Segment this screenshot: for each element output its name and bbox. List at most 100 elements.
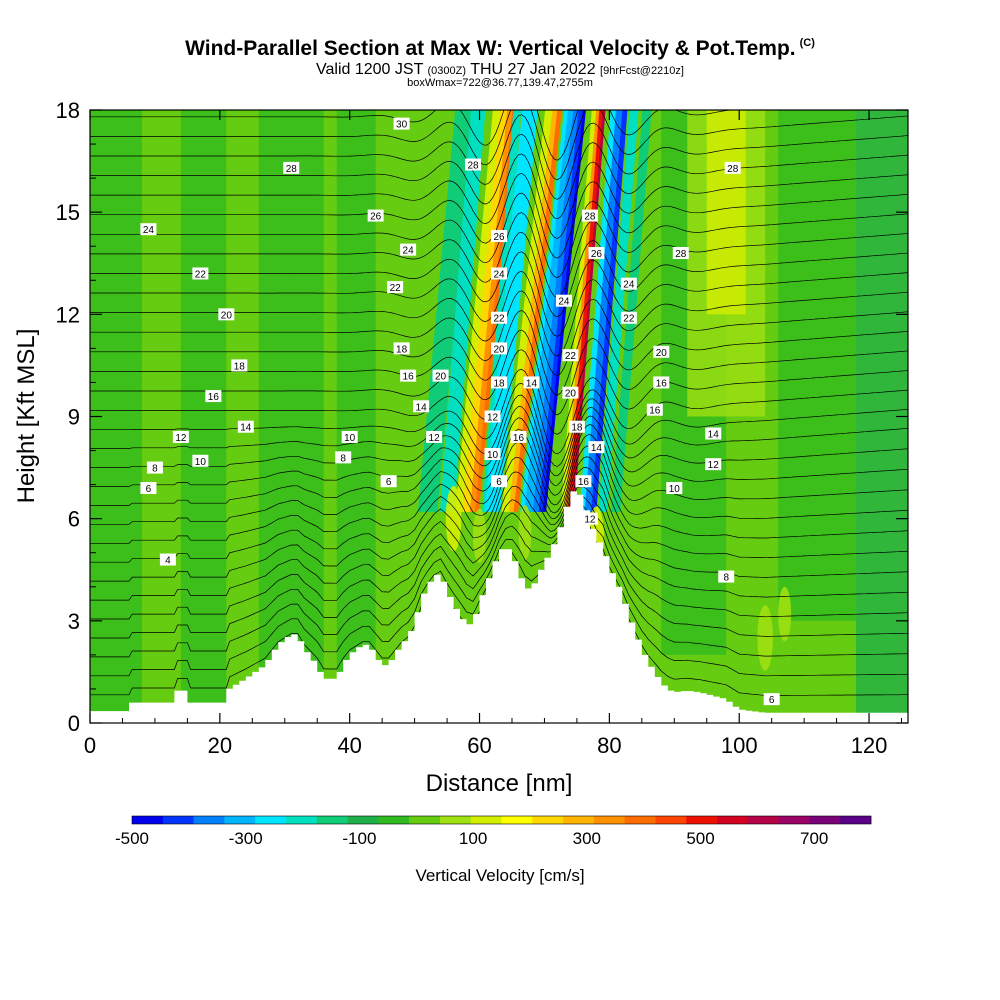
y-tick-label-0: 0 [68,711,80,736]
theta-label-bg-37 [562,386,579,399]
y-tick-label-1: 3 [68,609,80,634]
theta-label-text-55: 28 [727,164,739,175]
theta-label-text-54: 6 [769,695,775,706]
theta-label-21: 10 [341,430,358,444]
theta-label-17: 16 [400,369,417,383]
theta-label-text-46: 28 [675,249,687,260]
colorbar-label-6: 700 [800,829,828,848]
theta-label-bg-9 [140,482,157,495]
theta-label-text-3: 18 [234,361,246,372]
field-cell-1 [473,508,487,563]
colorbar-swatch-10 [439,816,472,824]
colorbar-label-4: 300 [573,829,601,848]
theta-label-text-7: 10 [195,457,207,468]
y-tick-label-6: 18 [56,98,80,123]
theta-label-text-43: 26 [591,249,603,260]
x-tick-label-0: 0 [84,733,96,758]
theta-label-35: 24 [555,294,572,308]
theta-label-text-41: 14 [591,443,603,454]
theta-contour-14 [90,383,908,467]
theta-label-bg-7 [192,454,209,467]
theta-label-32: 6 [491,475,507,488]
theta-label-28: 20 [491,342,507,355]
theta-label-bg-46 [672,247,689,260]
theta-label-text-36: 22 [565,351,577,362]
theta-label-text-17: 16 [403,372,415,383]
x-axis-title: Distance [nm] [426,770,573,797]
theta-label-text-38: 18 [571,423,583,434]
theta-label-18: 20 [432,369,449,383]
theta-label-text-29: 18 [493,378,505,389]
theta-label-bg-47 [653,345,670,358]
theta-label-text-34: 14 [526,378,538,389]
colorbar-swatch-19 [717,816,749,824]
theta-label-text-45: 22 [623,314,635,325]
colorbar-swatch-8 [378,816,410,824]
theta-label-25: 26 [491,230,507,243]
theta-label-bg-10 [159,553,176,566]
theta-label-bg-12 [367,209,384,222]
theta-label-text-22: 8 [340,453,346,464]
theta-label-34: 14 [523,376,540,389]
x-tick-label-4: 80 [597,733,621,758]
theta-contour-10 [90,424,908,506]
theta-label-text-15: 22 [390,283,402,294]
box-info: boxWmax=722@36.77,139.47,2755m [407,77,593,89]
theta-label-bg-14 [400,243,417,256]
theta-label-30: 12 [484,410,501,424]
field-light-1 [706,110,746,315]
theta-label-bg-52 [705,458,722,471]
theta-label-text-18: 20 [435,372,447,383]
theta-label-31: 10 [484,447,501,461]
theta-label-bg-36 [562,349,579,362]
colorbar-title: Vertical Velocity [cm/s] [415,866,584,885]
colorbar-swatch-11 [470,816,502,824]
colorbar-swatch-15 [593,816,625,824]
y-tick-label-2: 6 [68,507,80,532]
theta-label-bg-31 [484,447,501,460]
theta-label-bg-48 [653,376,670,389]
theta-label-40: 12 [581,512,598,526]
theta-label-55: 28 [724,161,741,175]
theta-contour-18 [90,310,908,396]
theta-label-49: 16 [646,403,663,417]
theta-label-text-6: 12 [175,433,187,444]
theta-label-13: 30 [393,117,410,131]
colorbar-swatch-6 [316,816,348,824]
theta-contour-23 [90,212,908,298]
colorbar-swatch-7 [347,816,379,824]
theta-label-text-24: 28 [467,160,479,171]
theta-label-text-20: 12 [429,433,441,444]
x-tick-label-5: 100 [721,733,758,758]
x-tick-label-1: 20 [208,733,232,758]
theta-label-text-44: 24 [623,280,635,291]
theta-contour-8 [90,445,908,544]
theta-label-6: 12 [172,430,189,444]
theta-contour-13 [90,394,908,477]
theta-label-46: 28 [672,247,689,260]
colorbar: -500 -300 -100 100 300 500 700 [115,815,872,848]
theta-label-bg-55 [724,161,741,174]
theta-contour-19 [90,290,908,376]
theta-label-bg-1 [192,267,209,280]
theta-contour-22 [90,231,908,318]
theta-label-bg-32 [491,475,507,488]
theta-label-bg-17 [400,369,417,382]
theta-label-bg-44 [620,277,637,290]
theta-contour-27 [90,133,908,220]
theta-label-text-32: 6 [496,477,502,488]
theta-label-42: 28 [581,209,598,223]
colorbar-swatch-22 [809,816,841,824]
theta-label-bg-54 [763,693,780,706]
theta-label-15: 22 [387,281,404,294]
theta-label-27: 22 [491,311,507,325]
theta-label-text-12: 26 [370,212,382,223]
colorbar-swatch-21 [778,816,810,824]
chart-title-text: Wind-Parallel Section at Max W: Vertical… [185,37,796,60]
theta-label-41: 14 [588,441,605,454]
theta-label-text-33: 16 [513,433,525,444]
field-cell-0 [445,485,462,552]
colorbar-swatch-4 [255,816,287,824]
theta-contour-5 [90,477,908,601]
theta-contour-28 [90,114,908,200]
